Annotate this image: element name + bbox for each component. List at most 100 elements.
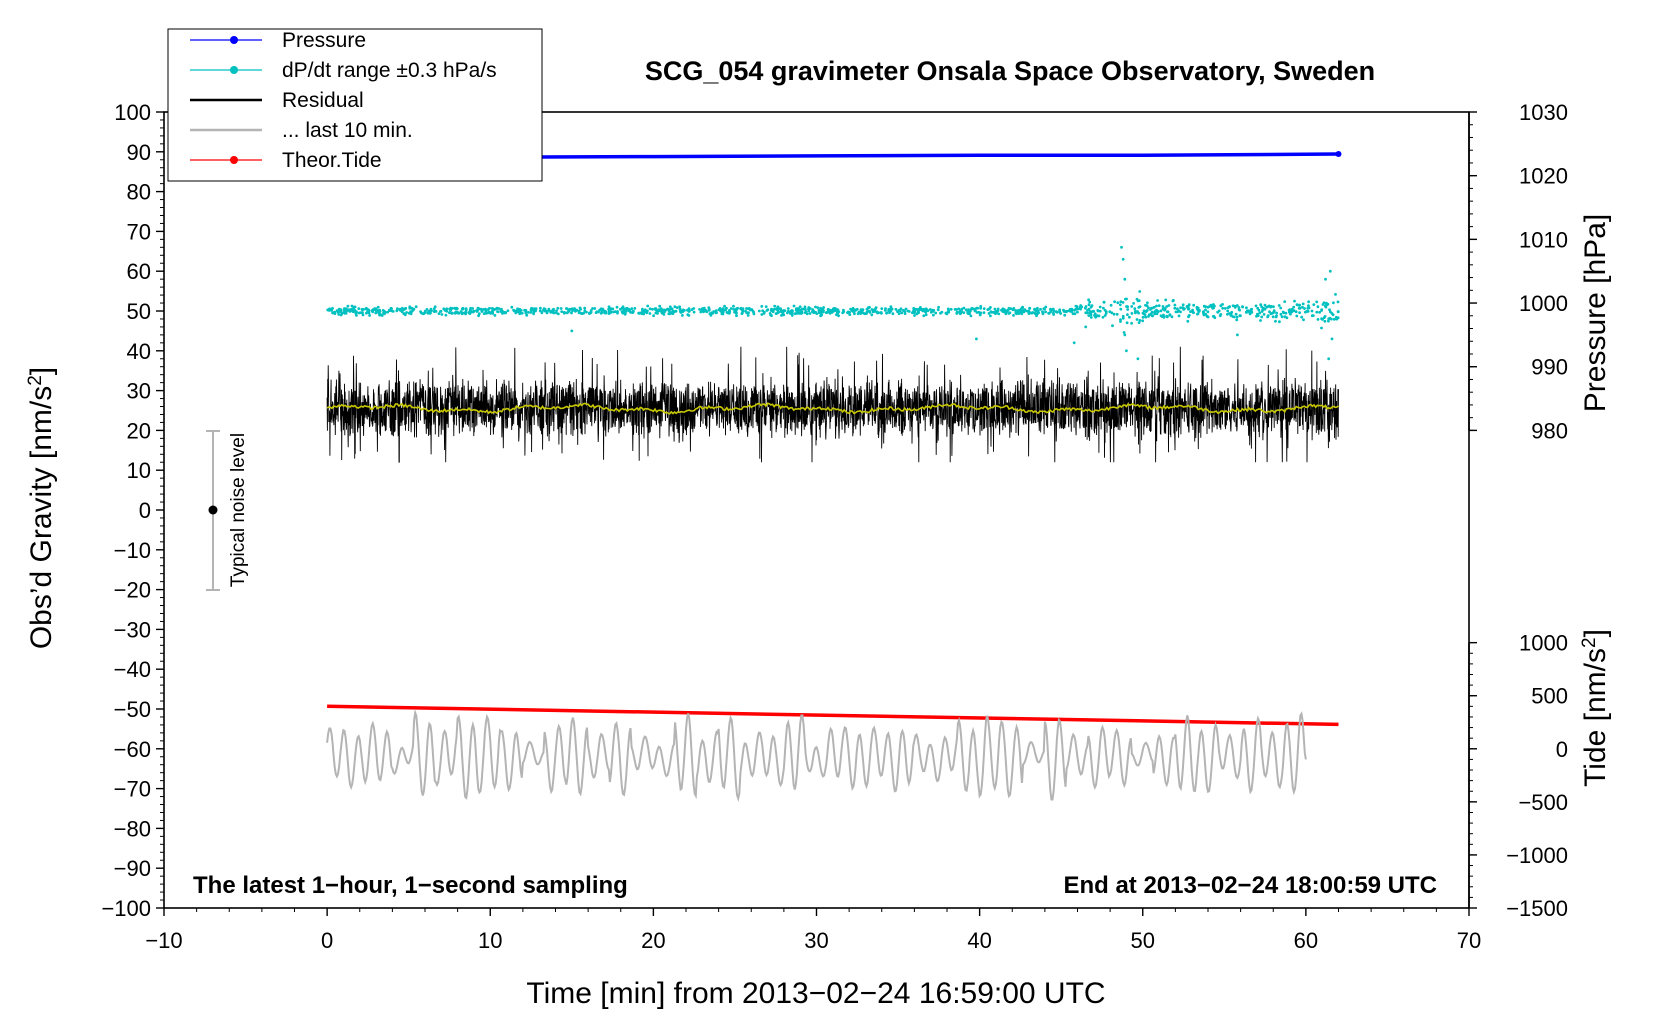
dpdt-point bbox=[1022, 310, 1026, 314]
dpdt-point bbox=[1012, 307, 1016, 310]
dpdt-point bbox=[1150, 314, 1154, 317]
dpdt-point bbox=[450, 307, 454, 310]
dpdt-point bbox=[1261, 308, 1265, 312]
x-tick-label: 50 bbox=[1131, 928, 1155, 953]
dpdt-point bbox=[1206, 310, 1210, 314]
x-tick-label: 10 bbox=[478, 928, 502, 953]
dpdt-point bbox=[1274, 319, 1277, 323]
dpdt-point bbox=[380, 314, 384, 317]
dpdt-point bbox=[1330, 317, 1333, 321]
dpdt-point bbox=[962, 311, 966, 314]
dpdt-point bbox=[856, 312, 860, 316]
dpdt-point bbox=[1336, 300, 1340, 304]
dpdt-point bbox=[1177, 314, 1181, 318]
dpdt-point bbox=[1284, 311, 1288, 315]
dpdt-point bbox=[1307, 300, 1310, 304]
dpdt-point bbox=[1315, 300, 1319, 304]
dpdt-point bbox=[442, 307, 446, 311]
dpdt-point bbox=[1282, 311, 1286, 315]
dpdt-point bbox=[826, 307, 830, 311]
y-tick-label: 40 bbox=[127, 339, 151, 364]
dpdt-point bbox=[534, 309, 537, 313]
dpdt-point bbox=[374, 308, 378, 312]
dpdt-point bbox=[1192, 311, 1195, 315]
dpdt-point bbox=[370, 309, 374, 313]
dpdt-point bbox=[1272, 305, 1275, 309]
dpdt-point bbox=[968, 309, 972, 313]
dpdt-point bbox=[390, 307, 393, 311]
dpdt-point bbox=[1279, 312, 1283, 316]
dpdt-point bbox=[807, 306, 811, 309]
dpdt-outlier-point bbox=[1084, 325, 1088, 329]
dpdt-point bbox=[969, 314, 973, 318]
dpdt-point bbox=[641, 307, 644, 311]
dpdt-point bbox=[646, 304, 650, 308]
dpdt-point bbox=[735, 314, 738, 318]
dpdt-point bbox=[1020, 312, 1024, 316]
dpdt-point bbox=[757, 309, 761, 313]
dpdt-point bbox=[658, 304, 662, 308]
dpdt-point bbox=[770, 307, 773, 311]
dpdt-point bbox=[922, 314, 926, 318]
dpdt-point bbox=[714, 309, 718, 312]
legend-marker bbox=[230, 66, 238, 74]
dpdt-outlier-point bbox=[1327, 357, 1331, 361]
x-tick-label: 40 bbox=[967, 928, 991, 953]
dpdt-point bbox=[1226, 306, 1230, 310]
dpdt-point bbox=[543, 309, 547, 313]
dpdt-point bbox=[803, 305, 807, 309]
dpdt-point bbox=[718, 308, 722, 312]
dpdt-point bbox=[1331, 313, 1335, 317]
y-tick-label: −10 bbox=[114, 538, 151, 563]
dpdt-point bbox=[800, 307, 804, 311]
dpdt-point bbox=[1235, 315, 1239, 319]
dpdt-point bbox=[1104, 312, 1108, 315]
dpdt-point bbox=[746, 307, 750, 311]
annotation-bottom-left: The latest 1−hour, 1−second sampling bbox=[193, 872, 628, 899]
y-axis-label-base: Obs’d Gravity [nm/s bbox=[25, 386, 58, 649]
dpdt-point bbox=[1141, 315, 1145, 319]
dpdt-point bbox=[344, 311, 348, 315]
dpdt-point bbox=[989, 314, 992, 318]
dpdt-point bbox=[1135, 297, 1139, 301]
dpdt-point bbox=[868, 311, 872, 314]
dpdt-point bbox=[1113, 300, 1116, 304]
dpdt-point bbox=[460, 312, 464, 316]
tide-axis-label-close: ] bbox=[1579, 629, 1612, 637]
dpdt-point bbox=[1258, 311, 1262, 315]
dpdt-outlier-point bbox=[1123, 333, 1127, 337]
dpdt-point bbox=[1307, 304, 1310, 308]
dpdt-point bbox=[978, 313, 982, 317]
dpdt-point bbox=[1316, 318, 1320, 321]
dpdt-point bbox=[1295, 303, 1299, 307]
dpdt-point bbox=[1300, 315, 1304, 319]
dpdt-point bbox=[670, 307, 674, 311]
dpdt-point bbox=[1302, 318, 1305, 322]
dpdt-point bbox=[1103, 314, 1107, 317]
last-10-min-series bbox=[326, 708, 1307, 802]
dpdt-point bbox=[871, 310, 875, 314]
dpdt-point bbox=[1067, 309, 1071, 313]
pressure-axis-label: Pressure [hPa] bbox=[1579, 214, 1612, 412]
legend-entry: Theor.Tide bbox=[190, 149, 382, 172]
dpdt-point bbox=[786, 307, 790, 310]
dpdt-point bbox=[1153, 312, 1157, 316]
dpdt-point bbox=[428, 309, 432, 313]
dpdt-point bbox=[776, 305, 780, 309]
dpdt-point bbox=[357, 307, 361, 310]
tide-tick-label: −1000 bbox=[1506, 843, 1568, 868]
dpdt-point bbox=[903, 310, 907, 314]
dpdt-point bbox=[1087, 298, 1090, 302]
dpdt-point bbox=[405, 311, 408, 314]
dpdt-point bbox=[904, 307, 908, 311]
dpdt-point bbox=[751, 309, 755, 313]
dpdt-point bbox=[1155, 312, 1159, 316]
dpdt-point bbox=[652, 314, 655, 318]
dpdt-point bbox=[1070, 308, 1074, 312]
dpdt-point bbox=[1179, 306, 1182, 310]
dpdt-point bbox=[1084, 305, 1088, 308]
dpdt-point bbox=[739, 306, 743, 310]
dpdt-point bbox=[932, 313, 935, 317]
dpdt-point bbox=[832, 307, 836, 310]
dpdt-point bbox=[1086, 309, 1089, 312]
